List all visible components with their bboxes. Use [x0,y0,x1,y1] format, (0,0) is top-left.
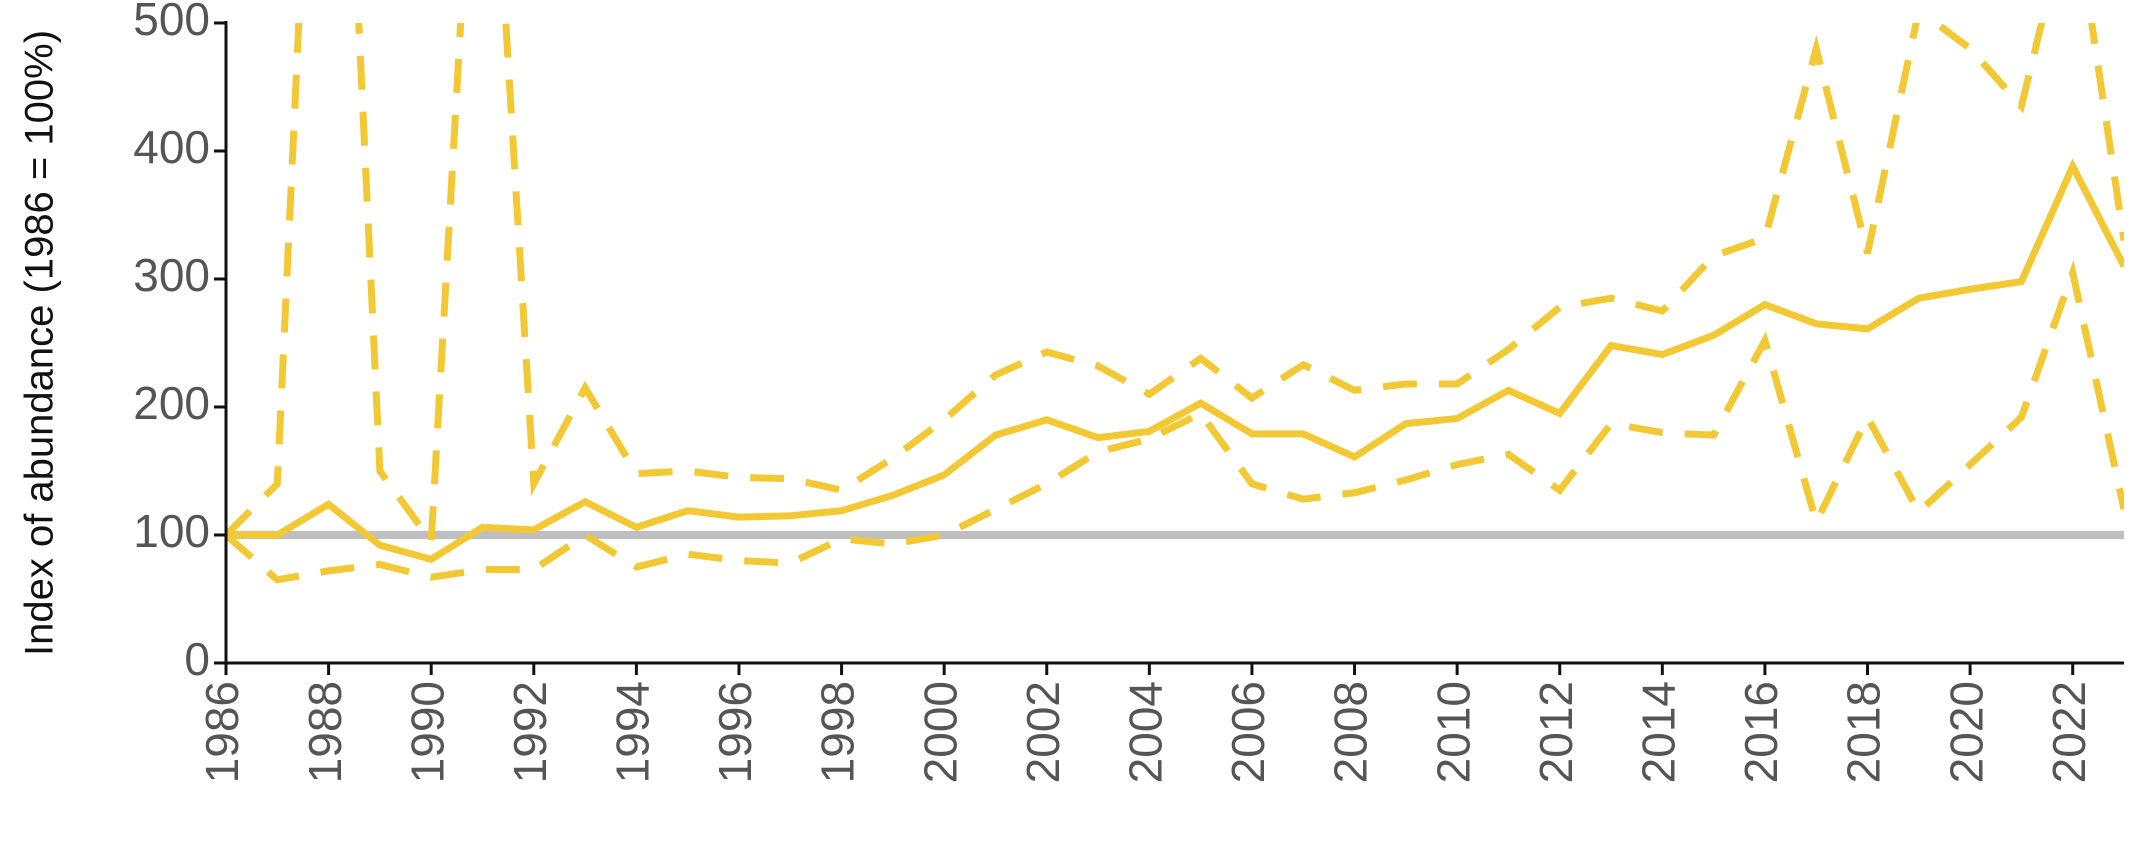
y-tick-label: 100 [133,505,210,557]
x-tick-label: 2000 [914,681,966,783]
x-tick-label: 2004 [1120,681,1172,783]
y-tick-label: 200 [133,377,210,429]
x-tick-label: 1990 [401,681,453,783]
x-tick-label: 2018 [1838,681,1890,783]
x-tick-label: 1996 [709,681,761,783]
x-tick-label: 2002 [1017,681,1069,783]
data-line [226,158,2124,564]
x-tick-label: 2016 [1735,681,1787,783]
plot-area [226,23,2124,584]
x-tick-label: 1986 [196,681,248,783]
y-tick-label: 500 [133,0,210,45]
x-tick-label: 2014 [1632,681,1684,783]
y-tick-label: 400 [133,121,210,173]
x-tick-label: 2022 [2043,681,2095,783]
x-tick-label: 2010 [1427,681,1479,783]
x-tick-label: 2012 [1530,681,1582,783]
x-tick-label: 2008 [1325,681,1377,783]
x-tick-label: 1988 [299,681,351,783]
confidence-line [226,23,2124,552]
y-axis-title: Index of abundance (1986 = 100%) [18,30,62,656]
y-tick-label: 0 [184,633,210,685]
y-tick-label: 300 [133,249,210,301]
confidence-line [226,259,2124,584]
x-tick-label: 1998 [812,681,864,783]
x-tick-label: 1992 [504,681,556,783]
x-tick-label: 2020 [1940,681,1992,783]
x-tick-label: 2006 [1222,681,1274,783]
x-tick-label: 1994 [607,681,659,783]
